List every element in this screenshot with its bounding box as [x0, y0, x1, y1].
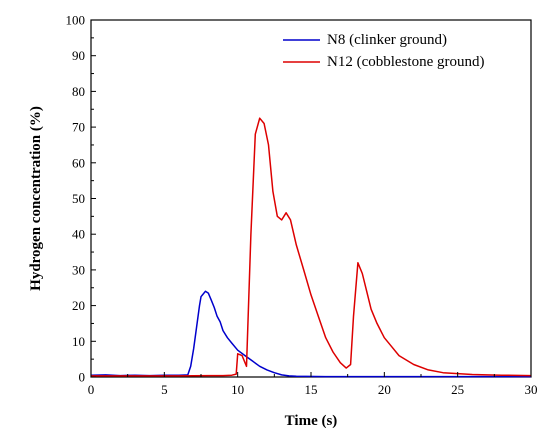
y-tick-label: 10	[72, 334, 85, 349]
x-tick-label: 10	[231, 382, 244, 397]
x-axis-title: Time (s)	[285, 413, 338, 429]
series-layer	[90, 117, 532, 378]
legend: N8 (clinker ground) N12 (cobblestone gro…	[283, 32, 484, 70]
y-tick-label: 20	[72, 298, 85, 313]
y-tick-label: 60	[72, 155, 85, 170]
legend-label-n12: N12 (cobblestone ground)	[327, 54, 484, 70]
plot-area: 0 5 10 15 20 25 30 0 10 20 30 40 50 60 70 80 90 100	[66, 13, 538, 398]
y-tick-label: 70	[72, 120, 85, 135]
series-line-1	[91, 117, 532, 377]
plot-frame	[90, 19, 532, 378]
y-tick-label: 50	[72, 191, 85, 206]
y-tick-label: 100	[66, 13, 86, 28]
y-tick-label: 40	[72, 227, 85, 242]
series-line-0	[90, 290, 531, 378]
y-tick-label: 80	[72, 84, 85, 99]
x-axis-ticks: 0 5 10 15 20 25 30	[88, 372, 538, 397]
x-tick-label: 5	[161, 382, 168, 397]
x-tick-label: 0	[88, 382, 95, 397]
legend-label-n8: N8 (clinker ground)	[327, 32, 447, 48]
y-tick-label: 90	[72, 48, 85, 63]
y-axis-ticks: 0 10 20 30 40 50 60 70 80 90 100	[66, 13, 96, 385]
x-tick-label: 25	[451, 382, 464, 397]
x-tick-label: 15	[305, 382, 318, 397]
x-tick-label: 30	[525, 382, 538, 397]
y-axis-title: Hydrogen concentration (%)	[28, 106, 44, 291]
y-tick-label: 30	[72, 262, 85, 277]
x-tick-label: 20	[378, 382, 391, 397]
y-tick-label: 0	[79, 370, 86, 385]
